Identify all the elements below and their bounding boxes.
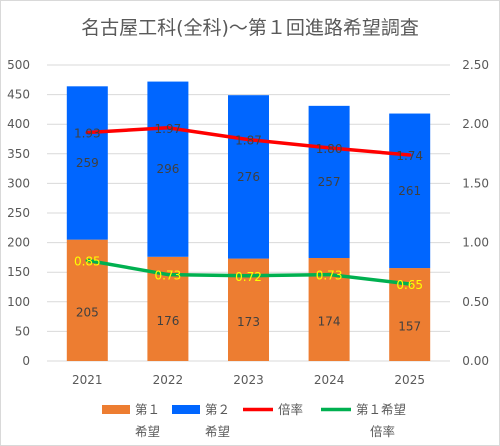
line-labels: 1.93 1.97 1.87 1.80 1.74 0.85 0.73 0.72 0.73 0.65 bbox=[74, 122, 423, 292]
y-left-tick-label: 300 bbox=[7, 176, 30, 190]
bar-data-label: 173 bbox=[237, 315, 260, 329]
y-right-tick-label: 1.00 bbox=[462, 236, 489, 250]
legend-label-line2: 希望 bbox=[205, 424, 230, 439]
line-data-label: 0.73 bbox=[155, 269, 182, 283]
bar bbox=[66, 86, 108, 240]
line-data-label: 1.97 bbox=[155, 122, 182, 136]
legend-label-line2: 倍率 bbox=[370, 424, 395, 439]
bar bbox=[228, 95, 269, 259]
bar bbox=[308, 105, 350, 258]
bar-labels: 205 259 176 296 173 276 174 257 157 261 bbox=[76, 156, 421, 334]
bar-data-label: 257 bbox=[318, 175, 341, 189]
legend-label: 第１ bbox=[135, 402, 160, 417]
y-left-tick-label: 450 bbox=[7, 88, 30, 102]
y-left-tick-label: 0 bbox=[22, 354, 30, 368]
bar-series bbox=[66, 81, 431, 361]
bar-data-label: 176 bbox=[156, 314, 179, 328]
y-left-tick-label: 100 bbox=[7, 295, 30, 309]
line-data-label: 1.80 bbox=[316, 142, 343, 156]
y-right-tick-label: 0.00 bbox=[462, 354, 489, 368]
line-data-label: 0.85 bbox=[74, 254, 101, 268]
y-left-tick-label: 400 bbox=[7, 117, 30, 131]
y-left-tick-label: 350 bbox=[7, 147, 30, 161]
legend-label: 第２ bbox=[205, 402, 230, 417]
bar bbox=[147, 81, 189, 257]
y-right-tick-label: 0.50 bbox=[462, 295, 489, 309]
legend-label: 倍率 bbox=[278, 402, 303, 417]
y-left-tick-label: 500 bbox=[7, 58, 30, 72]
series-line bbox=[85, 258, 412, 286]
legend-swatch bbox=[102, 405, 130, 414]
x-tick-label: 2021 bbox=[72, 373, 103, 387]
legend-label-line2: 希望 bbox=[135, 424, 160, 439]
bar-data-label: 261 bbox=[398, 184, 421, 198]
series-line bbox=[85, 126, 412, 157]
line-data-label: 0.65 bbox=[396, 278, 423, 292]
bar bbox=[389, 113, 431, 269]
x-tick-label: 2024 bbox=[314, 373, 345, 387]
bar-data-label: 157 bbox=[398, 320, 421, 334]
legend-label: 第１希望 bbox=[356, 402, 406, 417]
line-data-label: 1.74 bbox=[396, 149, 423, 163]
line-data-label: 1.93 bbox=[74, 126, 101, 140]
y-right-tick-label: 1.50 bbox=[462, 176, 489, 190]
y-left-tick-label: 50 bbox=[15, 324, 30, 338]
y-right-tick-label: 2.00 bbox=[462, 117, 489, 131]
y-right-tick-label: 2.50 bbox=[462, 58, 489, 72]
x-tick-label: 2022 bbox=[153, 373, 184, 387]
line-data-label: 0.73 bbox=[316, 269, 343, 283]
bar-data-label: 205 bbox=[76, 305, 99, 319]
axes: 0 50 100 150 200 250 300 350 400 450 500 0.00 0.50 1.… bbox=[7, 58, 489, 387]
legend-swatch bbox=[172, 405, 200, 414]
y-left-tick-label: 200 bbox=[7, 236, 30, 250]
bar-data-label: 276 bbox=[237, 170, 260, 184]
bar-data-label: 296 bbox=[156, 162, 179, 176]
line-data-label: 1.87 bbox=[235, 134, 262, 148]
line-series bbox=[85, 126, 412, 286]
x-tick-label: 2023 bbox=[233, 373, 264, 387]
bar-data-label: 174 bbox=[318, 314, 341, 328]
y-left-tick-label: 250 bbox=[7, 206, 30, 220]
chart-title: 名古屋工科(全科)～第１回進路希望調査 bbox=[81, 17, 419, 39]
y-left-tick-label: 150 bbox=[7, 265, 30, 279]
bar-data-label: 259 bbox=[76, 156, 99, 170]
line-data-label: 0.72 bbox=[235, 270, 262, 284]
x-tick-label: 2025 bbox=[394, 373, 425, 387]
